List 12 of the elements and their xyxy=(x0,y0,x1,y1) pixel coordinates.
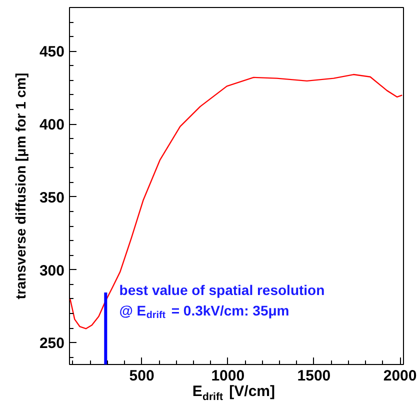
y-tick-label: 250 xyxy=(39,335,65,352)
y-tick-label: 350 xyxy=(39,189,65,206)
annotation: best value of spatial resolution xyxy=(119,282,325,298)
y-tick-label: 450 xyxy=(39,44,65,61)
y-tick-label: 400 xyxy=(39,116,65,134)
x-tick-label: 1000 xyxy=(211,368,245,384)
y-tick-label: 300 xyxy=(39,262,65,280)
x-tick-label: 1500 xyxy=(297,368,331,384)
x-tick-label: 2000 xyxy=(383,368,417,384)
line-series xyxy=(70,74,403,330)
x-tick-label: 500 xyxy=(129,368,154,384)
y-axis-title: transverse diffusion [μm for 1 cm] xyxy=(12,72,28,300)
